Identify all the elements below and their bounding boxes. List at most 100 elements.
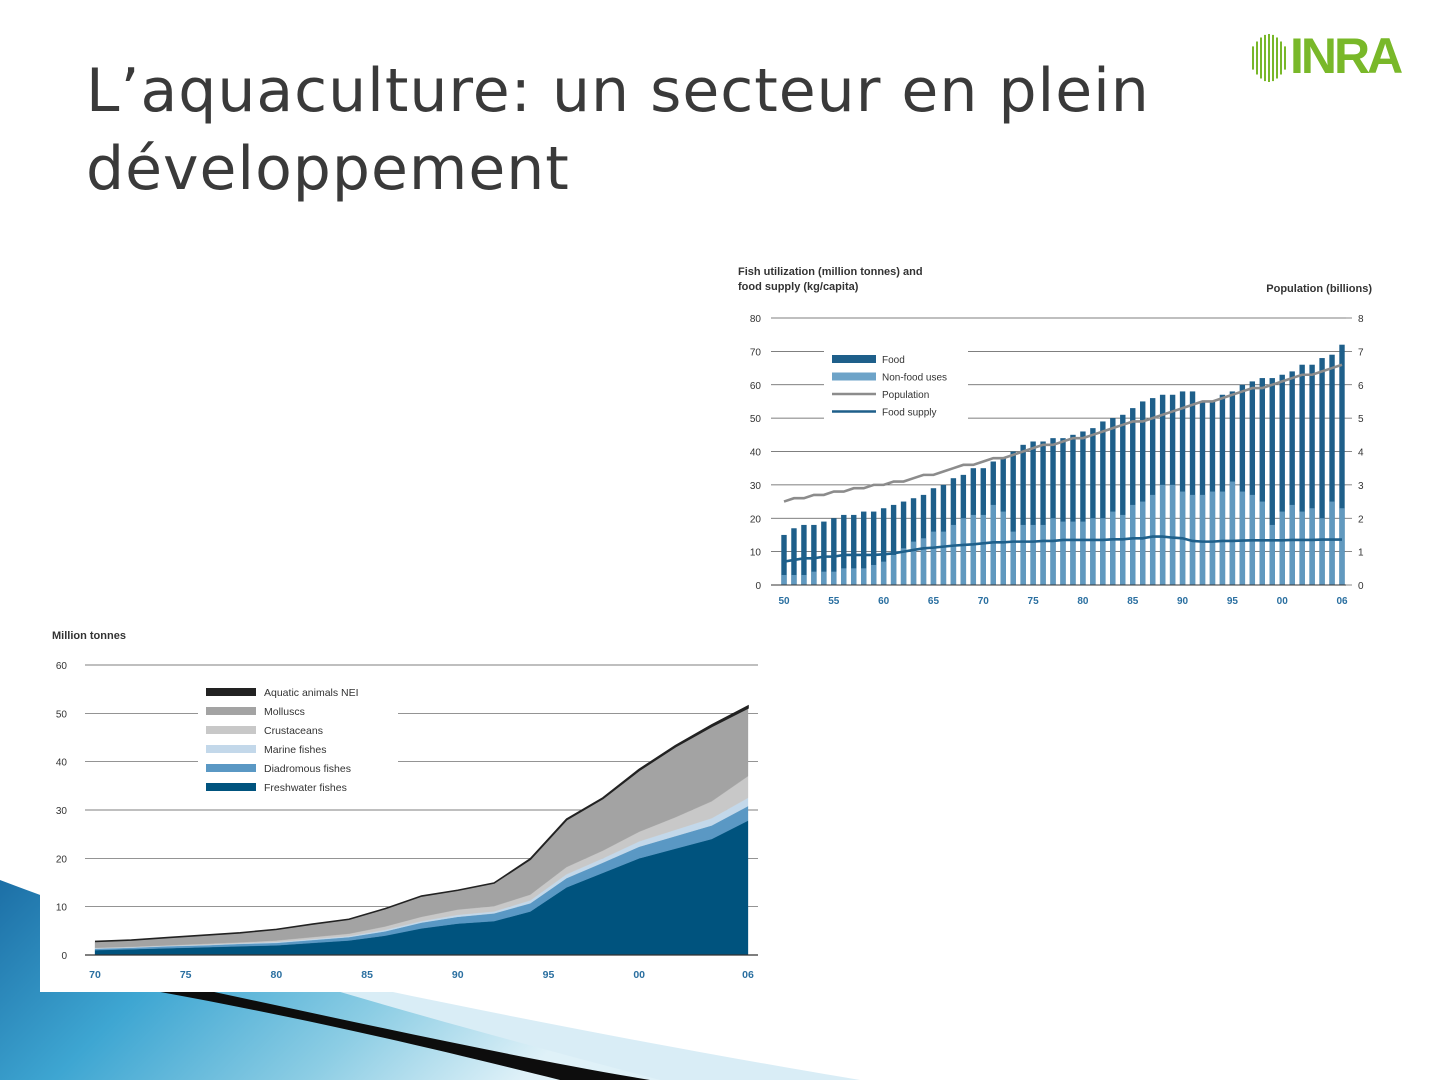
legend: Aquatic animals NEI Molluscs Crustaceans Ma…: [198, 678, 398, 800]
bar-nonfood: [1120, 514, 1126, 585]
x-tick-label: 55: [828, 596, 840, 607]
x-tick-label: 80: [271, 969, 283, 981]
bar-food: [1050, 438, 1056, 585]
bar-food: [1030, 441, 1036, 585]
bar-food: [1239, 384, 1246, 585]
y-tick: 30: [56, 806, 68, 817]
legend-swatch: [206, 726, 256, 734]
bar-food: [1120, 414, 1126, 585]
y-tick: 40: [56, 758, 68, 769]
bar-food: [1080, 431, 1086, 585]
bar-nonfood: [1159, 484, 1166, 585]
bar-food: [1060, 438, 1066, 585]
x-tick-label: 70: [89, 969, 101, 981]
x-tick-label: 65: [928, 596, 940, 607]
slide-title: L’aquaculture: un secteur en plein dével…: [86, 52, 1206, 208]
y-tick-left: 10: [750, 548, 762, 559]
y-tick-right: 5: [1358, 414, 1364, 425]
ylabel: Million tonnes: [52, 630, 126, 642]
legend-label: Food: [882, 355, 905, 366]
bar-nonfood: [1010, 531, 1016, 585]
bar-food: [1319, 358, 1325, 585]
x-tick-label: 00: [1277, 596, 1289, 607]
bar-food: [821, 521, 827, 585]
legend: Food Non-food uses Population Food supply: [824, 342, 968, 424]
bar-nonfood: [1339, 508, 1345, 585]
bar-food: [1259, 378, 1265, 585]
bar-nonfood: [1020, 524, 1026, 585]
bar-nonfood: [1110, 511, 1116, 585]
y-tick-right: 7: [1358, 347, 1364, 358]
y-tick: 60: [56, 661, 68, 672]
title-line-1: L’aquaculture: un secteur en plein: [86, 56, 1150, 126]
bar-food: [811, 524, 817, 585]
y-tick: 20: [56, 854, 68, 865]
bar-nonfood: [1239, 491, 1246, 585]
bar-nonfood: [1269, 524, 1275, 585]
bar-food: [890, 504, 897, 585]
bar-nonfood: [960, 518, 967, 585]
bar-nonfood: [1259, 501, 1265, 585]
bar-food: [801, 524, 807, 585]
bar-nonfood: [1309, 508, 1315, 585]
bar-food: [1309, 364, 1315, 585]
logo-stripe: [1256, 41, 1258, 75]
bar-nonfood: [811, 571, 817, 585]
bar-food: [1040, 441, 1046, 585]
x-tick-label: 06: [742, 969, 754, 981]
bar-nonfood: [900, 548, 907, 585]
legend-label: Population: [882, 390, 929, 401]
bar-nonfood: [920, 538, 927, 585]
y-tick: 0: [61, 951, 67, 962]
legend-label: Food supply: [882, 408, 936, 419]
legend-swatch: [206, 745, 256, 753]
legend-swatch: [832, 372, 876, 381]
bar-food: [1010, 451, 1016, 585]
legend-label: Molluscs: [264, 706, 305, 718]
line-population: [783, 363, 1343, 503]
bar-food: [880, 508, 887, 585]
logo-stripe: [1280, 41, 1282, 75]
bar-nonfood: [831, 571, 837, 585]
bar-food: [1189, 391, 1196, 585]
bar-nonfood: [1060, 521, 1066, 585]
legend-swatch: [832, 355, 876, 363]
bar-food: [1130, 408, 1136, 585]
x-tick-label: 95: [1227, 596, 1239, 607]
fish-utilization-chart: Fish utilization (million tonnes) and foo…: [736, 258, 1378, 620]
legend-label: Freshwater fishes: [264, 782, 347, 794]
bar-food: [1100, 421, 1106, 585]
bar-nonfood: [1090, 518, 1096, 585]
bar-nonfood: [1279, 511, 1285, 585]
aquaculture-production-chart: Million tonnes 0 10 20 30 40 50 60 70 75 80 85 90 95 0…: [40, 620, 762, 992]
bar-nonfood: [1080, 521, 1086, 585]
legend-label: Aquatic animals NEI: [264, 687, 359, 699]
y-tick-left: 50: [750, 414, 762, 425]
bar-nonfood: [1209, 491, 1216, 585]
legend-swatch: [206, 783, 256, 791]
bar-nonfood: [930, 531, 937, 585]
bar-food: [1020, 444, 1026, 585]
bar-nonfood: [1219, 491, 1226, 585]
bar-nonfood: [1030, 524, 1036, 585]
bar-food: [1289, 371, 1295, 585]
x-tick-label: 90: [1177, 596, 1189, 607]
bar-nonfood: [1229, 481, 1236, 585]
bar-food: [1299, 364, 1305, 585]
logo-stripe: [1272, 34, 1274, 82]
x-tick-label: 00: [633, 969, 645, 981]
legend-label: Diadromous fishes: [264, 763, 351, 775]
legend-swatch: [206, 707, 256, 715]
ylabel-left-line1: Fish utilization (million tonnes) and: [738, 266, 923, 278]
logo-stripe: [1268, 34, 1270, 82]
bar-nonfood: [870, 564, 877, 585]
bar-nonfood: [861, 568, 867, 585]
bar-food: [851, 514, 857, 585]
bar-nonfood: [940, 531, 947, 585]
y-tick-right: 8: [1358, 314, 1364, 325]
aquaculture-production-svg: Million tonnes 0 10 20 30 40 50 60 70 75 80 85 90 95 0…: [52, 630, 758, 981]
logo-stripe: [1252, 46, 1254, 70]
inra-logo: INRA: [1250, 28, 1410, 86]
y-tick-right: 4: [1358, 448, 1364, 459]
bar-food: [1249, 381, 1256, 585]
